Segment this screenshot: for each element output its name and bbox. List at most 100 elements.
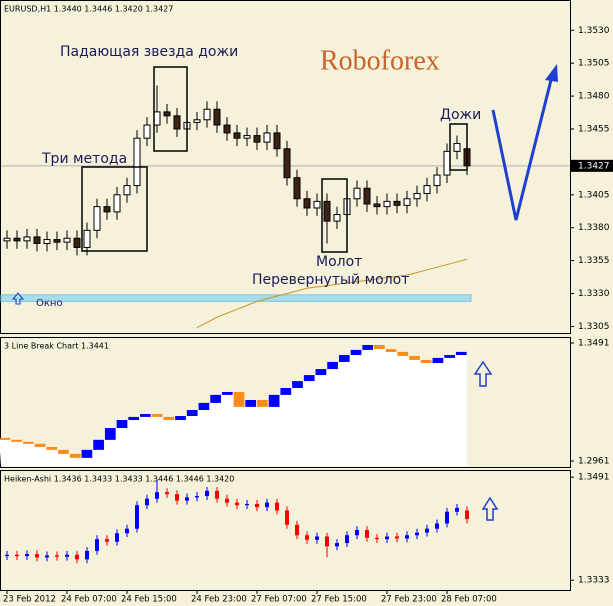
y-tick-label: 1.3333 xyxy=(578,576,610,586)
candle-body xyxy=(435,523,439,529)
x-tick-label: 28 Feb 07:00 xyxy=(441,595,497,605)
annotation: Падающая звезда дожи xyxy=(60,44,238,60)
brick xyxy=(23,441,34,444)
candle-body xyxy=(265,502,269,508)
brick xyxy=(303,375,315,382)
candle-body xyxy=(153,111,161,126)
candle-body xyxy=(283,148,291,179)
annotation: Окно xyxy=(36,298,63,309)
brick xyxy=(210,394,221,403)
brick xyxy=(338,355,350,362)
candle-body xyxy=(45,555,49,558)
plot-layer: EURUSD,H1 1.3440 1.3446 1.3420 1.3427 1.3… xyxy=(0,5,613,605)
x-tick-label: 24 Feb 23:00 xyxy=(191,595,247,605)
brick xyxy=(163,416,175,421)
candle-body xyxy=(215,490,219,499)
candle-body xyxy=(75,554,79,560)
annotation: Молот xyxy=(316,254,362,270)
candle-body xyxy=(213,108,221,126)
brick xyxy=(292,381,303,388)
candle-body xyxy=(263,132,271,143)
candle-body xyxy=(245,503,249,506)
panel-frame xyxy=(0,337,571,468)
x-tick-label: 23 Feb 2012 xyxy=(3,595,56,605)
candle-body xyxy=(155,492,159,499)
y-tick-label: 1.2961 xyxy=(578,456,610,466)
brick xyxy=(128,416,140,421)
brick xyxy=(385,349,397,352)
pattern-box xyxy=(321,178,348,253)
y-tick-label: 1.3491 xyxy=(578,339,610,349)
brick xyxy=(280,387,292,395)
candle-body xyxy=(455,507,459,512)
candle-body xyxy=(65,554,69,557)
candle-body xyxy=(35,554,39,558)
candle-body xyxy=(93,206,101,231)
candle-body xyxy=(295,524,299,536)
panel-title: Heiken-Ashi 1.3436 1.3433 1.3433 1.3446 … xyxy=(4,475,234,484)
candle-body xyxy=(5,554,9,557)
panel-title: EURUSD,H1 1.3440 1.3446 1.3420 1.3427 xyxy=(4,5,173,14)
candle-body xyxy=(355,530,359,536)
brick xyxy=(81,449,93,458)
brick xyxy=(104,428,116,440)
candle-body xyxy=(423,185,431,194)
x-tick-label: 27 Feb 07:00 xyxy=(251,595,307,605)
candle-body xyxy=(375,537,379,540)
moving-average xyxy=(196,258,468,329)
candle-body xyxy=(293,177,301,200)
candle-body xyxy=(433,174,441,187)
annotation: Дожи xyxy=(440,107,481,123)
candle-body xyxy=(113,194,121,213)
brick xyxy=(140,414,151,417)
brick xyxy=(327,361,338,370)
candle-body xyxy=(403,198,411,206)
candle-body xyxy=(325,536,329,547)
brick xyxy=(432,357,444,364)
x-tick-label: 27 Feb 15:00 xyxy=(311,595,367,605)
candle-body xyxy=(193,119,201,123)
candle-body xyxy=(195,496,199,498)
brick xyxy=(175,416,186,421)
brick xyxy=(69,453,81,458)
candle-body xyxy=(25,554,29,557)
candle-body xyxy=(323,200,331,222)
candle-body xyxy=(225,498,229,503)
candle-body xyxy=(335,543,339,547)
brick xyxy=(444,355,455,358)
y-tick-label: 1.3305 xyxy=(578,322,610,332)
candle-body xyxy=(305,535,309,540)
candle-body xyxy=(373,203,381,208)
candle-body xyxy=(173,115,181,130)
x-tick-label: 24 Feb 15:00 xyxy=(121,595,177,605)
area-fill xyxy=(0,349,468,466)
brick xyxy=(455,351,467,356)
up-arrow xyxy=(11,292,25,305)
candle-body xyxy=(53,239,61,243)
brick xyxy=(397,351,409,356)
candle-body xyxy=(133,137,141,187)
candle-body xyxy=(95,539,99,551)
x-tick-label: 27 Feb 23:00 xyxy=(381,595,437,605)
candle-body xyxy=(123,185,131,196)
candle-body xyxy=(125,528,129,534)
y-tick-label: 1.3330 xyxy=(578,289,610,299)
brick xyxy=(420,359,432,364)
candle-body xyxy=(203,108,211,121)
candle-body xyxy=(465,510,469,519)
candle-body xyxy=(223,124,231,134)
candle-body xyxy=(33,236,41,244)
candle-body xyxy=(175,494,179,501)
candle-body xyxy=(363,187,371,205)
forecast-arrow xyxy=(491,71,555,221)
candle-body xyxy=(243,135,251,139)
up-arrow xyxy=(481,496,499,521)
brick xyxy=(46,446,58,450)
candle-body xyxy=(115,533,119,542)
candle-body xyxy=(333,214,341,222)
candle-body xyxy=(105,539,109,542)
candle-body xyxy=(353,187,361,200)
brick xyxy=(362,345,374,350)
y-tick-label: 1.3530 xyxy=(578,26,610,36)
